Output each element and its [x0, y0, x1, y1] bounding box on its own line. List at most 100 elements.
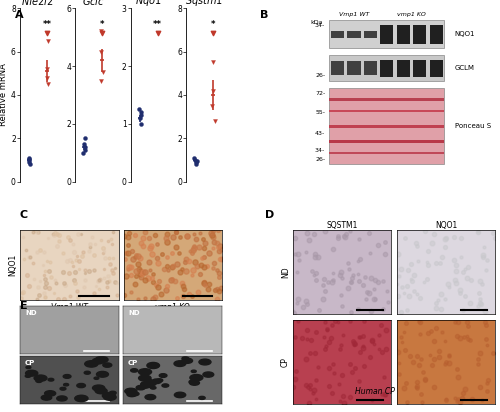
Point: [314, 306, 322, 313]
Y-axis label: CP: CP: [281, 357, 290, 367]
Point: [35, 292, 43, 298]
Point: [400, 289, 408, 296]
Point: [366, 250, 374, 256]
Point: [109, 255, 117, 262]
Point: [416, 331, 424, 337]
Point: [216, 243, 224, 249]
Point: [360, 317, 368, 324]
Point: [460, 333, 468, 340]
Point: [436, 260, 444, 267]
Circle shape: [145, 379, 152, 383]
Point: [456, 290, 464, 296]
Point: [193, 263, 201, 269]
FancyBboxPatch shape: [330, 140, 444, 143]
Circle shape: [147, 363, 160, 368]
Circle shape: [142, 382, 153, 388]
Point: [481, 318, 489, 325]
Point: [452, 366, 460, 372]
Point: [370, 296, 378, 302]
Point: [200, 253, 208, 260]
Point: [458, 395, 466, 401]
Point: [108, 240, 116, 247]
Circle shape: [182, 358, 192, 363]
Point: [80, 270, 88, 276]
Point: [162, 235, 170, 242]
Point: [218, 285, 226, 292]
Point: [440, 243, 448, 250]
Point: [190, 243, 198, 250]
Point: [18, 289, 26, 295]
Point: [292, 368, 300, 375]
Point: [138, 271, 146, 278]
Circle shape: [136, 386, 145, 390]
Circle shape: [159, 374, 167, 377]
Point: [100, 248, 108, 254]
Point: [329, 361, 337, 368]
Point: [29, 229, 37, 236]
Point: [200, 264, 208, 270]
Point: [368, 396, 376, 403]
Point: [74, 231, 82, 238]
X-axis label: Vmp1 WT: Vmp1 WT: [51, 302, 88, 311]
Point: [200, 280, 208, 286]
Point: [406, 293, 413, 300]
Circle shape: [130, 369, 138, 372]
Point: [380, 373, 388, 380]
Point: [374, 242, 382, 248]
Point: [134, 296, 142, 302]
Point: [154, 241, 162, 248]
Point: [60, 295, 68, 302]
Point: [314, 253, 322, 260]
Point: [468, 396, 476, 403]
Text: Human CP: Human CP: [355, 386, 395, 396]
Point: [377, 321, 385, 328]
Point: [141, 277, 149, 283]
Point: [336, 269, 344, 275]
Point: [294, 318, 302, 324]
Point: [198, 255, 205, 262]
Point: [413, 385, 421, 391]
Point: [125, 264, 133, 270]
Point: [305, 236, 313, 243]
Point: [308, 337, 316, 343]
Point: [92, 283, 100, 289]
Point: [66, 293, 74, 300]
Point: [462, 293, 469, 300]
Point: [381, 251, 389, 258]
Text: Vmp1 WT: Vmp1 WT: [339, 12, 369, 17]
Point: [346, 309, 354, 316]
Point: [188, 250, 196, 257]
Point: [63, 258, 71, 264]
Point: [291, 334, 299, 340]
Title: NQO1: NQO1: [435, 220, 457, 229]
Point: [330, 276, 338, 283]
Point: [46, 274, 54, 281]
Point: [151, 232, 159, 238]
Point: [164, 283, 172, 289]
Point: [94, 278, 102, 284]
FancyBboxPatch shape: [330, 88, 444, 164]
Point: [290, 251, 298, 258]
Point: [192, 159, 200, 166]
Point: [476, 278, 484, 285]
Point: [104, 279, 112, 285]
Point: [137, 121, 145, 127]
Point: [329, 246, 337, 253]
Point: [52, 280, 60, 286]
FancyBboxPatch shape: [331, 31, 344, 38]
Point: [176, 269, 184, 276]
Point: [108, 267, 116, 273]
Text: kDa: kDa: [310, 20, 323, 26]
Point: [340, 400, 347, 406]
Point: [324, 326, 332, 332]
Point: [196, 243, 203, 250]
Point: [173, 261, 181, 267]
Point: [45, 285, 53, 292]
Point: [291, 234, 299, 241]
Point: [404, 267, 412, 273]
Point: [98, 250, 106, 256]
Point: [354, 306, 362, 313]
Point: [407, 261, 415, 267]
Point: [491, 234, 499, 241]
Point: [346, 318, 354, 324]
